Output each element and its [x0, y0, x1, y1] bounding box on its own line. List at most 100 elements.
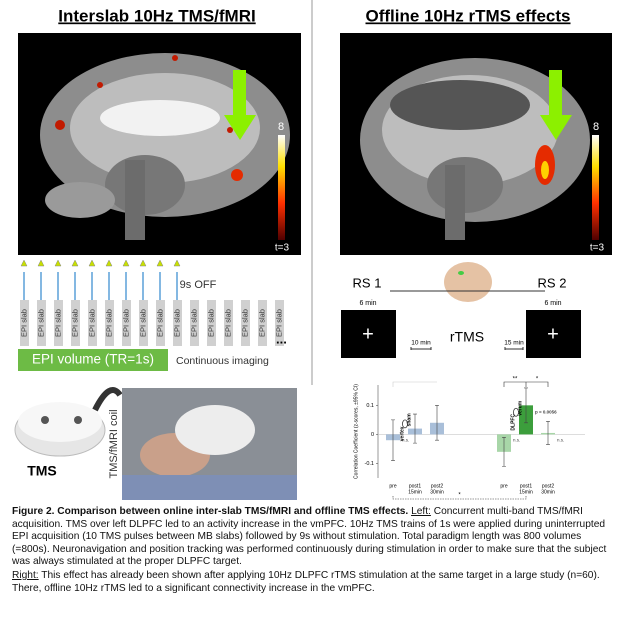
slab: [37, 300, 46, 346]
slab-label: EPI slab: [53, 309, 62, 337]
right-title: Offline 10Hz rTMS effects: [366, 6, 571, 25]
rs-screen: [341, 310, 396, 358]
slab: [275, 300, 284, 346]
volume-label: EPI volume (TR=1s): [32, 352, 154, 367]
colorbar: [278, 135, 285, 240]
slab: [54, 300, 63, 346]
left-title: Interslab 10Hz TMS/fMRI: [58, 6, 255, 25]
x-tick-label: post2: [431, 483, 443, 489]
gap-label: 15 min: [504, 340, 524, 347]
slab-label: EPI slab: [274, 309, 283, 337]
slab-label: EPI slab: [36, 309, 45, 337]
pulse-icon: [173, 259, 181, 267]
y-axis-label: Correlation Coefficient (z-scores, ±95% …: [353, 384, 359, 479]
slab-label: EPI slab: [19, 309, 28, 337]
pulse-icon: [54, 259, 62, 267]
fixation: +: [547, 323, 559, 345]
group-sub: sham: [406, 413, 412, 427]
slab-label: EPI slab: [223, 309, 232, 337]
slab: [207, 300, 216, 346]
x-tick-label: post2: [542, 483, 554, 489]
slab: [224, 300, 233, 346]
error-bar: [524, 387, 528, 424]
slab: [122, 300, 131, 346]
coil-label: TMS/fMRI coil: [108, 409, 120, 478]
sig-bracket: [392, 381, 437, 387]
slab: [139, 300, 148, 346]
colorbar-max: 8: [593, 121, 599, 133]
y-tick-label: -0.1: [365, 461, 374, 467]
rs2: RS 2: [538, 275, 567, 290]
slab: [156, 300, 165, 346]
slab-label: EPI slab: [87, 309, 96, 337]
slab: [173, 300, 182, 346]
caption-left-label: Left:: [411, 506, 431, 517]
slab-label: EPI slab: [240, 309, 249, 337]
volume-box: [18, 349, 168, 371]
brain-left: [40, 53, 290, 240]
rs1-duration: 6 min: [359, 300, 376, 307]
group-icon: [513, 407, 519, 417]
sig-bracket: [503, 381, 549, 387]
photo-content: [122, 405, 297, 500]
pulse-icon: [122, 259, 130, 267]
x-tick-sublabel: 30min: [430, 489, 444, 495]
pulse-icon: [105, 259, 113, 267]
bar-note: n.s.: [402, 438, 409, 443]
x-tick-sublabel: 15min: [519, 489, 533, 495]
rs2-duration: 6 min: [544, 300, 561, 307]
ellipsis: ...: [276, 331, 287, 346]
caption-right: Right: This effect has already been show…: [12, 570, 614, 595]
bar-note: p = 0.0056: [535, 410, 557, 415]
error-bar: [391, 419, 395, 461]
brain-right: [360, 58, 590, 240]
colorbar-min: t=3: [275, 243, 290, 254]
slab: [20, 300, 29, 346]
slab-label: EPI slab: [155, 309, 164, 337]
bar-note: n.s.: [513, 438, 520, 443]
caption-right-label: Right:: [12, 569, 39, 581]
rs1: RS 1: [353, 275, 382, 290]
slab-label: EPI slab: [172, 309, 181, 337]
pulse-icon: [156, 259, 164, 267]
x-tick-label: post1: [520, 483, 532, 489]
head: [444, 262, 492, 302]
slab: [241, 300, 250, 346]
x-tick-label: pre: [500, 483, 507, 489]
colorbar-min: t=3: [590, 243, 605, 254]
error-bar: [435, 405, 439, 441]
colorbar-max: 8: [278, 121, 284, 133]
fixation: +: [362, 323, 374, 345]
pulse-icon: [37, 259, 45, 267]
gap-label: 10 min: [411, 340, 431, 347]
slab-label: EPI slab: [121, 309, 130, 337]
bar-note: n.s.: [557, 438, 564, 443]
caption-right-text: This effect has already been shown after…: [12, 569, 600, 594]
tms-device: [14, 387, 123, 457]
pulse-icon: [20, 259, 28, 267]
sig-marker: *: [536, 377, 539, 383]
sig-bracket: [392, 496, 527, 500]
slab-label: EPI slab: [70, 309, 79, 337]
x-tick-sublabel: 30min: [541, 489, 555, 495]
pulse-icon: [88, 259, 96, 267]
caption-title: Figure 2. Comparison between online inte…: [12, 506, 409, 517]
slab: [71, 300, 80, 346]
group-name: vertex: [399, 426, 405, 441]
sig-marker: **: [513, 377, 518, 383]
colorbar: [592, 135, 599, 240]
error-bar: [502, 437, 506, 467]
error-bar: [413, 413, 417, 444]
group-icon: [402, 419, 408, 429]
bar-chart: Correlation Coefficient (z-scores, ±95% …: [353, 377, 585, 500]
pulse-icon: [71, 259, 79, 267]
group-sub: verum: [517, 400, 523, 416]
slab-label: EPI slab: [206, 309, 215, 337]
x-tick-label: pre: [389, 483, 396, 489]
figure-graphics: Interslab 10Hz TMS/fMRI 8 t=3 Offline 10…: [14, 0, 612, 500]
slab-label: EPI slab: [104, 309, 113, 337]
rs-screen: [526, 310, 581, 358]
pulse-icon: [139, 259, 147, 267]
x-tick-label: post1: [409, 483, 421, 489]
x-tick-sublabel: 15min: [408, 489, 422, 495]
